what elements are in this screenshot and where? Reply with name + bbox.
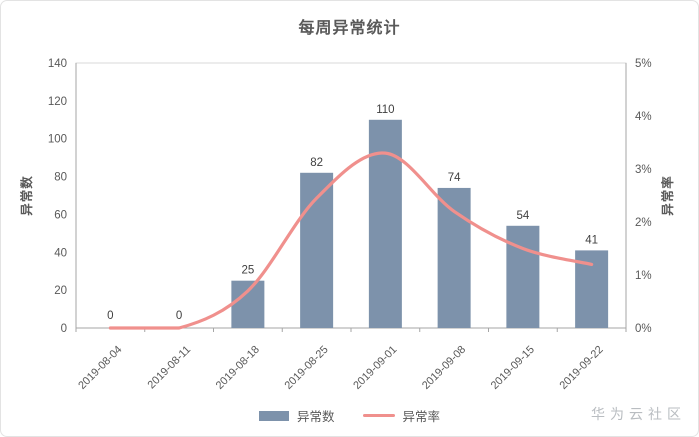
bar-value-label: 54 [516,210,529,222]
bar-value-label: 0 [107,310,113,322]
left-axis-tick-label: 20 [54,285,67,297]
legend-label-line-series: 异常率 [402,410,441,424]
right-axis-title: 异常率 [660,175,675,216]
bar [368,119,402,329]
watermark: 华为云社区 [591,406,686,422]
bar [437,187,471,328]
right-axis-tick-label: 5% [635,58,652,70]
left-axis-tick-label: 140 [48,58,67,70]
legend-item-line-series: 异常率 [362,406,441,425]
bar-value-label: 25 [241,265,254,277]
left-axis-tick-label: 100 [48,134,67,146]
right-axis-tick-label: 0% [635,323,652,335]
bar-swatch-icon [258,410,289,421]
left-axis-tick-label: 60 [54,209,67,221]
left-axis-tick-label: 120 [48,96,67,108]
line-swatch-icon [362,413,395,418]
left-axis-tick-label: 40 [54,247,67,259]
legend-item-bar-series: 异常数 [258,406,335,425]
x-axis-label: 2019-09-01 [351,344,399,392]
x-axis-label: 2019-08-11 [146,344,194,392]
bar-value-label: 82 [310,157,323,169]
bar-value-label: 110 [376,104,394,116]
right-axis-tick-label: 1% [635,270,652,282]
bar [231,280,265,328]
left-axis-tick-label: 80 [54,172,67,184]
left-axis-title: 异常数 [19,175,34,216]
bar-value-label: 74 [448,172,461,184]
legend-label-bar-series: 异常数 [296,410,335,424]
plot-border [75,62,627,329]
x-axis-label: 2019-08-04 [76,344,124,392]
right-axis-tick-label: 4% [635,111,652,123]
x-axis-label: 2019-09-15 [489,344,537,392]
legend: 异常数 异常率 [1,406,698,425]
x-axis-label: 2019-09-22 [557,344,605,392]
bar [506,225,540,328]
x-axis-label: 2019-09-08 [420,344,468,392]
chart-title: 每周异常统计 [298,20,401,37]
bar-value-label: 41 [585,234,598,246]
x-axis-label: 2019-08-18 [214,344,262,392]
bar-value-label: 0 [176,310,182,322]
right-axis-tick-label: 2% [635,217,652,229]
x-axis-label: 2019-08-25 [282,344,330,392]
rate-line [108,151,594,330]
left-axis-tick-label: 0 [61,323,67,335]
right-axis-tick-label: 3% [635,164,652,176]
